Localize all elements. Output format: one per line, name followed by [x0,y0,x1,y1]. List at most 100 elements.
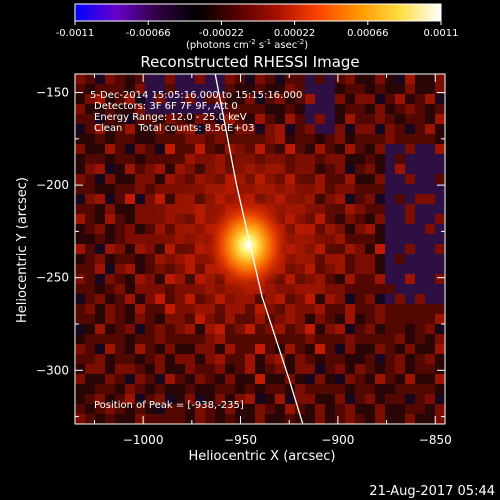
heatmap-cell [415,84,425,94]
heatmap-cell [375,94,385,104]
heatmap-cell [415,364,425,374]
heatmap-cell [85,364,95,374]
heatmap-cell [275,374,285,384]
heatmap-cell [415,264,425,274]
heatmap-cell [125,274,135,284]
heatmap-cell [345,314,355,324]
heatmap-cell [355,264,365,274]
heatmap-cell [115,214,125,224]
heatmap-cell [295,394,305,404]
heatmap-cell [365,394,375,404]
heatmap-cell [235,114,245,124]
heatmap-cell [165,144,175,154]
heatmap-cell [115,164,125,174]
heatmap-cell [145,394,155,404]
heatmap-cell [215,374,225,384]
heatmap-cell [75,304,85,314]
heatmap-cell [135,114,145,124]
heatmap-cell [115,364,125,374]
heatmap-cell [125,204,135,214]
heatmap-cell [125,374,135,384]
heatmap-cell [75,344,85,354]
heatmap-cell [155,324,165,334]
heatmap-cell [195,374,205,384]
heatmap-cell [355,344,365,354]
heatmap-cell [295,354,305,364]
heatmap-cell [435,404,445,414]
heatmap-cell [305,374,315,384]
heatmap-cell [155,374,165,384]
heatmap-cell [375,144,385,154]
heatmap-cell [95,274,105,284]
heatmap-cell [315,324,325,334]
heatmap-cell [425,394,435,404]
heatmap-cell [165,84,175,94]
heatmap-cell [165,344,175,354]
heatmap-cell [285,334,295,344]
heatmap-cell [105,234,115,244]
heatmap-cell [115,274,125,284]
heatmap-cell [325,154,335,164]
heatmap-cell [85,84,95,94]
heatmap-cell [95,164,105,174]
heatmap-cell [105,84,115,94]
heatmap-cell [105,304,115,314]
heatmap-cell [305,104,315,114]
heatmap-cell [85,214,95,224]
heatmap-cell [135,334,145,344]
heatmap-cell [145,324,155,334]
heatmap-cell [405,254,415,264]
heatmap-cell [135,364,145,374]
heatmap-cell [375,194,385,204]
heatmap-cell [95,354,105,364]
heatmap-cell [145,374,155,384]
heatmap-cell [315,114,325,124]
heatmap-cell [255,354,265,364]
heatmap-cell [355,274,365,284]
heatmap-cell [315,364,325,374]
heatmap-cell [195,94,205,104]
heatmap-cell [195,404,205,414]
heatmap-cell [435,414,445,424]
heatmap-cell [215,354,225,364]
heatmap-cell [125,304,135,314]
heatmap-cell [435,264,445,274]
heatmap-cell [75,134,85,144]
heatmap-cell [75,254,85,264]
heatmap-cell [375,224,385,234]
heatmap-cell [345,154,355,164]
heatmap-cell [75,374,85,384]
heatmap-cell [365,164,375,174]
heatmap-cell [425,254,435,264]
heatmap-cell [155,384,165,394]
heatmap-cell [315,344,325,354]
heatmap-cell [325,304,335,314]
heatmap-cell [375,104,385,114]
heatmap-cell [435,114,445,124]
heatmap-cell [85,204,95,214]
heatmap-cell [135,144,145,154]
heatmap-cell [345,144,355,154]
heatmap-cell [135,384,145,394]
heatmap-cell [215,74,225,84]
heatmap-cell [355,374,365,384]
heatmap-cell [365,184,375,194]
heatmap-cell [145,294,155,304]
heatmap-cell [385,394,395,404]
heatmap-cell [385,254,395,264]
heatmap-cell [415,314,425,324]
heatmap-cell [415,164,425,174]
heatmap-cell [325,404,335,414]
heatmap-cell [385,294,395,304]
heatmap-cell [365,334,375,344]
heatmap-cell [225,114,235,124]
heatmap-cell [105,164,115,174]
heatmap-cell [395,154,405,164]
heatmap-cell [75,404,85,414]
heatmap-cell [175,394,185,404]
heatmap-cell [375,214,385,224]
heatmap-cell [265,374,275,384]
heatmap-cell [355,114,365,124]
heatmap-cell [345,74,355,84]
heatmap-cell [315,94,325,104]
